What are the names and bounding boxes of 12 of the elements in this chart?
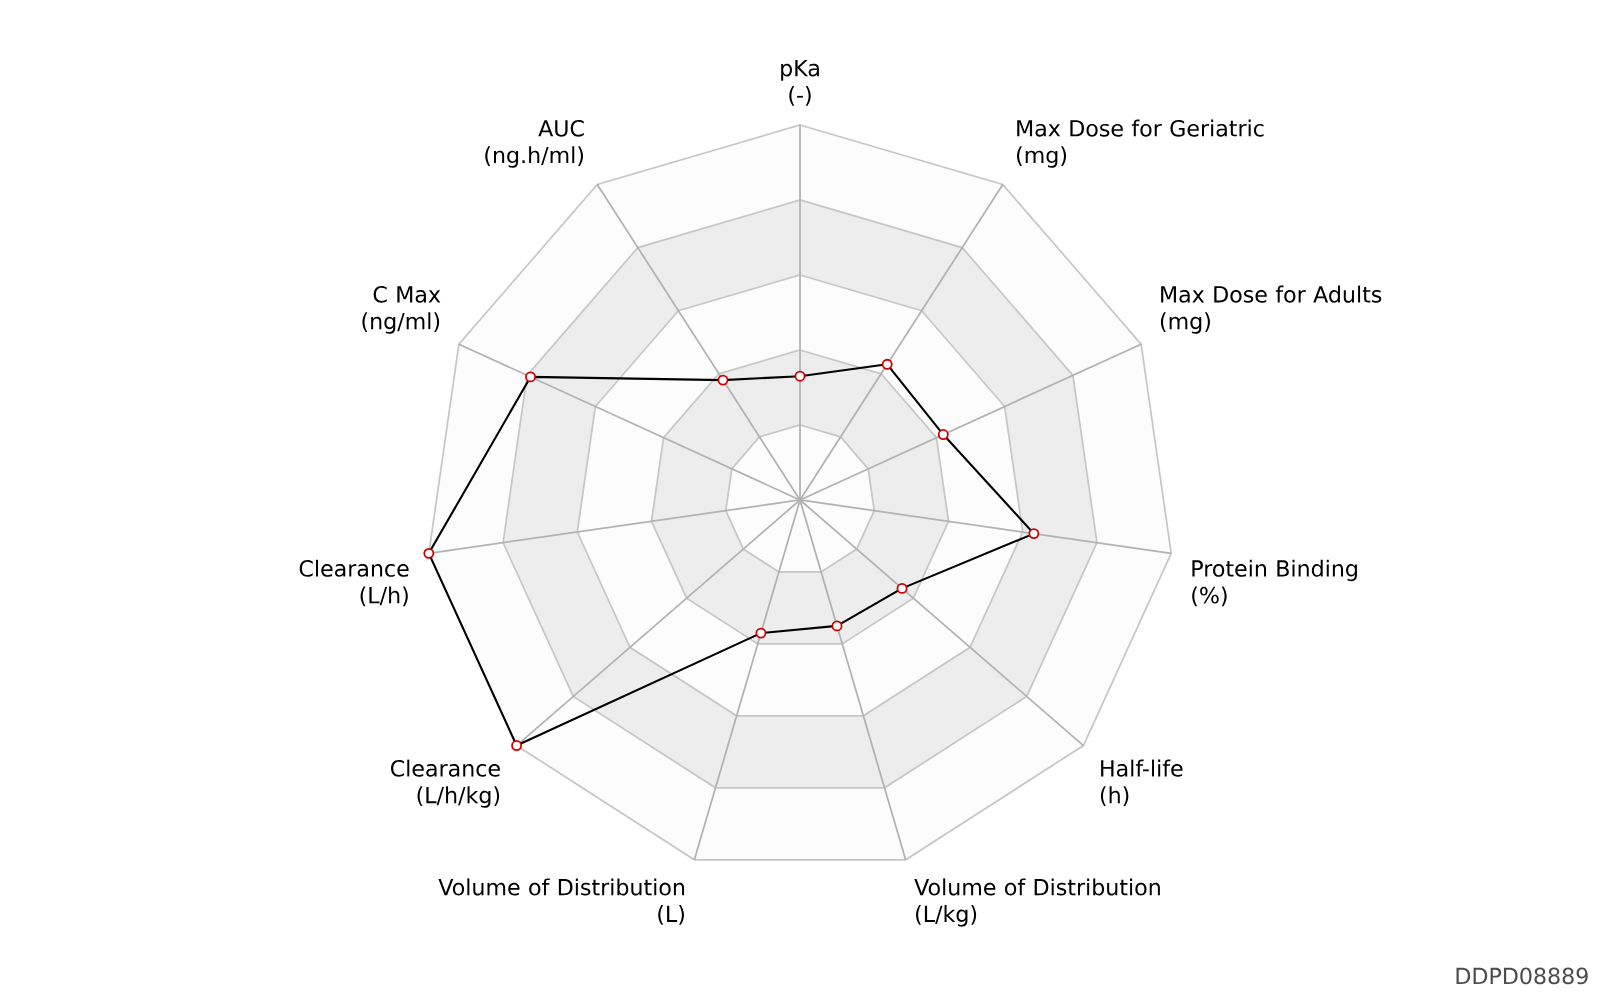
spoke-label: pKa (-) [781,59,819,106]
spoke-label: C Max (ng/ml) [362,286,441,334]
spoke-label: Volume of Distribution (L/kg) [914,878,1160,927]
spoke-label: Max Dose for Geriatric (mg) [1017,119,1264,168]
spoke-label: AUC (ng.h/ml) [485,119,584,168]
spoke-label: Max Dose for Adults (mg) [1160,285,1382,334]
spoke-label: Volume of Distribution (L) [438,878,685,925]
spoke-label: Half-life (h) [1100,759,1183,807]
spoke-label: Clearance (L/h/kg) [391,759,500,808]
spoke-label: Protein Binding (%) [1192,559,1357,607]
spoke-label: Clearance (L/h) [299,559,409,607]
text: DDPD08889 [1456,967,1588,985]
